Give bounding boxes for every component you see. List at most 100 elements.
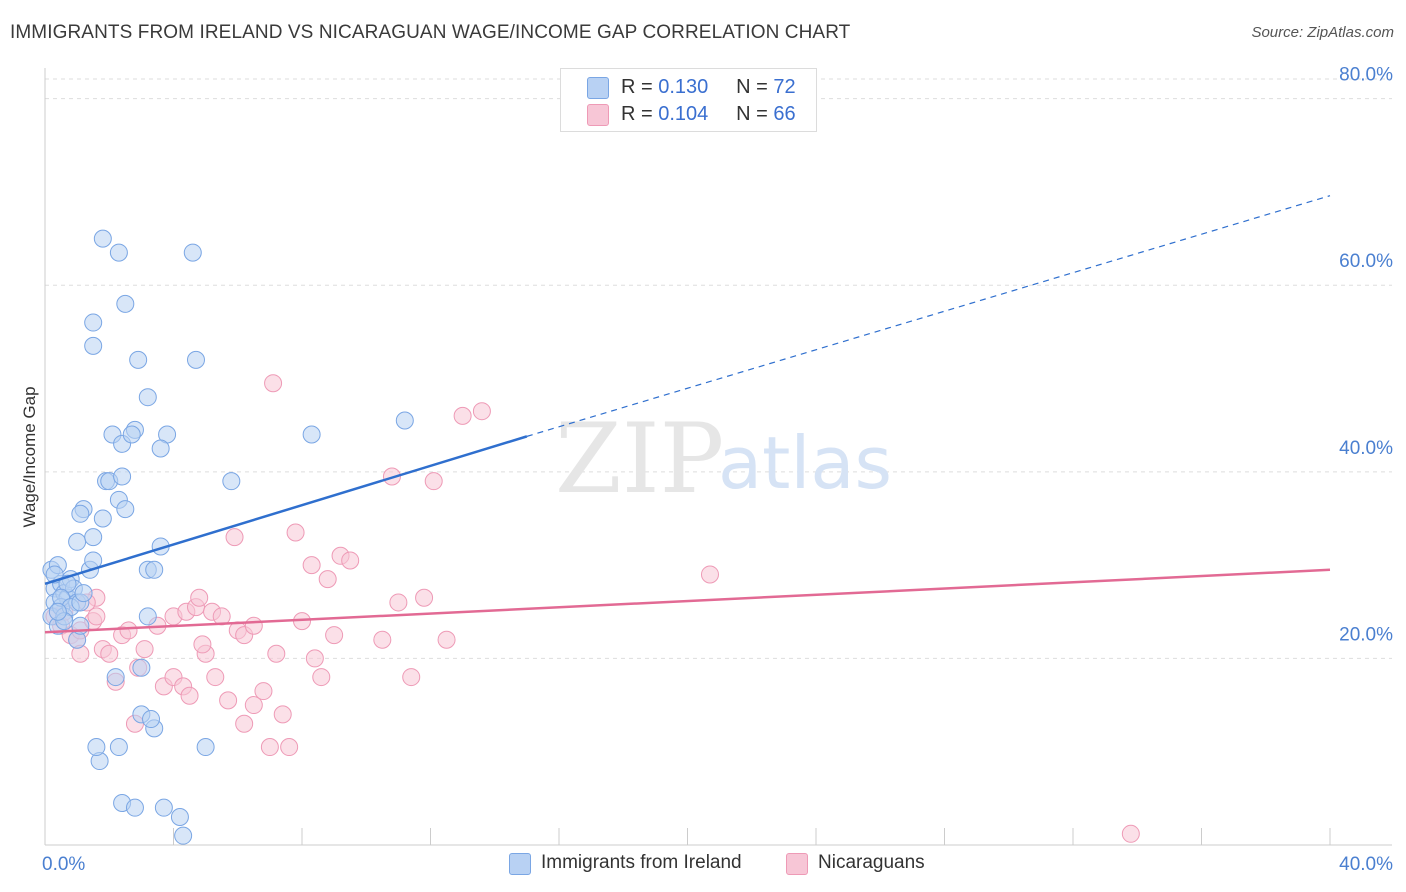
watermark-zip: ZIP: [555, 403, 724, 515]
nicaraguans-point: [415, 588, 434, 607]
watermark-atlas: atlas: [718, 421, 892, 505]
nicaraguans-point: [254, 682, 273, 701]
ireland-point: [109, 243, 128, 262]
y-tick-label: 80.0%: [1339, 65, 1393, 86]
nicaraguans-point: [225, 528, 244, 547]
nicaraguans-point: [437, 630, 456, 649]
nicaraguans-point: [1121, 824, 1140, 843]
ireland-point: [84, 336, 103, 355]
nicaraguans-point: [700, 565, 719, 584]
ireland-trend-line: [44, 435, 528, 585]
nicaraguans-point: [312, 668, 331, 687]
ireland-point: [196, 738, 215, 757]
ireland-point: [151, 439, 170, 458]
axes: [44, 68, 1392, 846]
ireland-point: [122, 425, 141, 444]
y-axis-title: Wage/Income Gap: [20, 386, 39, 527]
ireland-point: [142, 710, 161, 729]
nicaraguans-point: [402, 668, 421, 687]
ireland-point: [93, 229, 112, 248]
nicaraguans-point: [286, 523, 305, 542]
ireland-point: [132, 658, 151, 677]
ireland-point: [48, 602, 67, 621]
ireland-point: [113, 467, 132, 486]
nicaraguans-point: [219, 691, 238, 710]
ireland-point: [116, 500, 135, 519]
chart-title: IMMIGRANTS FROM IRELAND VS NICARAGUAN WA…: [10, 22, 851, 43]
nicaraguans-point: [373, 630, 392, 649]
nicaraguans-point: [267, 644, 286, 663]
y-tick-label: 20.0%: [1339, 624, 1393, 645]
nicaraguans-point: [389, 593, 408, 612]
nicaraguans-point: [135, 640, 154, 659]
n-value-ireland: 72: [773, 76, 796, 98]
nicaraguans-point: [87, 607, 106, 626]
ireland-swatch: [587, 77, 609, 99]
nicaraguans-legend-label: Nicaraguans: [818, 852, 925, 873]
trend-lines: [44, 195, 1331, 634]
ireland-point: [129, 350, 148, 369]
ireland-point: [174, 826, 193, 845]
nicaraguans-point: [325, 626, 344, 645]
ireland-point: [186, 350, 205, 369]
ireland-point: [125, 798, 144, 817]
nicaraguans-point: [273, 705, 292, 724]
nicaraguans-point: [119, 621, 138, 640]
nicaraguans-point: [305, 649, 324, 668]
ireland-point: [109, 738, 128, 757]
ireland-legend-swatch: [509, 853, 531, 875]
ireland-points: [42, 229, 414, 845]
gridlines: [45, 78, 1392, 659]
ireland-trend-extension: [526, 195, 1331, 437]
r-label: R =: [621, 76, 653, 98]
ireland-legend-label: Immigrants from Ireland: [541, 852, 742, 873]
ireland-point: [71, 504, 90, 523]
ireland-point: [84, 313, 103, 332]
nicaraguans-point: [260, 738, 279, 757]
watermark: ZIP atlas: [555, 403, 892, 515]
nicaraguans-point: [235, 714, 254, 733]
ireland-point: [93, 509, 112, 528]
nicaraguans-point: [424, 472, 443, 491]
n-label: N =: [736, 103, 768, 125]
source-credit: Source: ZipAtlas.com: [1251, 24, 1394, 41]
r-value-nicaraguans: 0.104: [658, 103, 709, 125]
nicaraguans-point: [302, 556, 321, 575]
stats-legend: R = 0.130 N = 72 R = 0.104 N = 66: [560, 68, 817, 132]
nicaraguans-point: [244, 616, 263, 635]
x-tick-label: 40.0%: [1339, 854, 1393, 875]
nicaraguans-point: [100, 644, 119, 663]
ireland-point: [87, 738, 106, 757]
ireland-point: [154, 798, 173, 817]
nicaraguans-point: [206, 668, 225, 687]
axis-labels: 20.0% 40.0% 60.0% 80.0% 0.0% 40.0% Wage/Income…: [20, 65, 1393, 875]
nicaraguans-point: [341, 551, 360, 570]
ireland-point: [222, 472, 241, 491]
nicaraguans-point: [453, 406, 472, 425]
ireland-point: [302, 425, 321, 444]
ireland-point: [106, 668, 125, 687]
nicaraguans-point: [264, 374, 283, 393]
y-tick-label: 40.0%: [1339, 438, 1393, 459]
r-label: R =: [621, 103, 653, 125]
r-value-ireland: 0.130: [658, 76, 709, 98]
nicaraguans-point: [180, 686, 199, 705]
nicaraguans-point: [190, 588, 209, 607]
nicaraguans-swatch: [587, 104, 609, 126]
ireland-point: [170, 808, 189, 827]
ireland-point: [84, 528, 103, 547]
ireland-point: [116, 294, 135, 313]
nicaraguans-legend-swatch: [786, 853, 808, 875]
ireland-point: [68, 532, 87, 551]
x-tick-label: 0.0%: [42, 854, 85, 875]
nicaraguans-trend-line: [44, 568, 1331, 634]
n-value-nicaraguans: 66: [773, 103, 796, 125]
n-label: N =: [736, 76, 768, 98]
nicaraguans-point: [193, 635, 212, 654]
ireland-point: [145, 560, 164, 579]
nicaraguans-point: [318, 570, 337, 589]
nicaraguans-point: [472, 402, 491, 421]
nicaraguans-point: [280, 738, 299, 757]
ireland-point: [395, 411, 414, 430]
